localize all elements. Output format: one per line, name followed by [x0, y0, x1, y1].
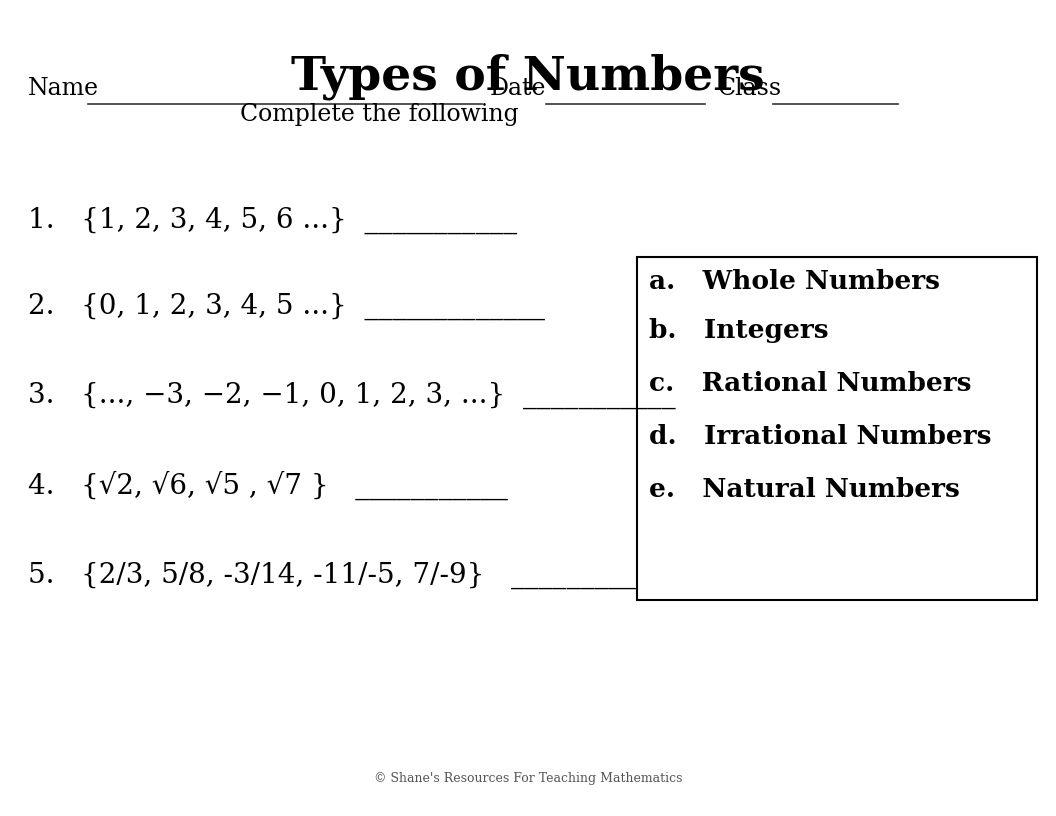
Text: Date: Date — [490, 77, 547, 100]
Text: d.   Irrational Numbers: d. Irrational Numbers — [649, 424, 992, 449]
Text: 1.   {1, 2, 3, 4, 5, 6 ...}  ___________: 1. {1, 2, 3, 4, 5, 6 ...} ___________ — [29, 206, 517, 234]
Text: e.   Natural Numbers: e. Natural Numbers — [649, 477, 960, 502]
Text: 4.   {√2, √6, √5 , √7 }   ___________: 4. {√2, √6, √5 , √7 } ___________ — [29, 471, 508, 500]
Text: Class: Class — [718, 77, 782, 100]
Text: 5.   {2/3, 5/8, -3/14, -11/-5, 7/-9}   _________: 5. {2/3, 5/8, -3/14, -11/-5, 7/-9} _____… — [29, 561, 636, 589]
Text: 2.   {0, 1, 2, 3, 4, 5 ...}  _____________: 2. {0, 1, 2, 3, 4, 5 ...} _____________ — [29, 292, 545, 320]
Text: a.   Whole Numbers: a. Whole Numbers — [649, 269, 941, 294]
Text: 3.   {..., −3, −2, −1, 0, 1, 2, 3, ...}  ___________: 3. {..., −3, −2, −1, 0, 1, 2, 3, ...} __… — [29, 382, 676, 410]
Text: © Shane's Resources For Teaching Mathematics: © Shane's Resources For Teaching Mathema… — [374, 772, 682, 785]
Text: c.   Rational Numbers: c. Rational Numbers — [649, 371, 972, 396]
Text: Name: Name — [29, 77, 99, 100]
Text: b.   Integers: b. Integers — [649, 318, 829, 343]
Text: Complete the following: Complete the following — [240, 104, 518, 126]
Text: Types of Numbers: Types of Numbers — [291, 53, 765, 100]
